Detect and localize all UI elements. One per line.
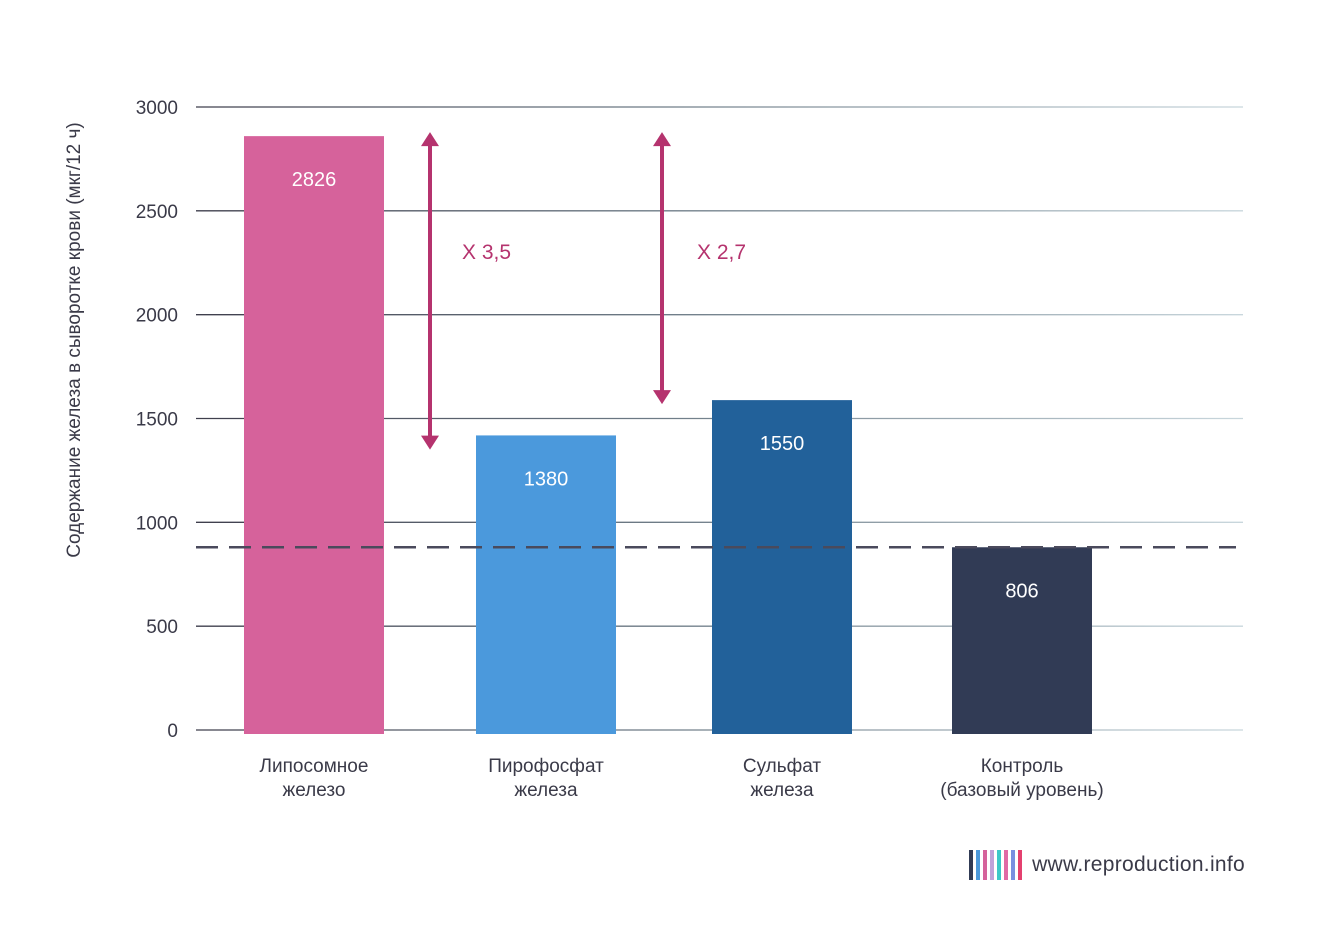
x-tick-label: железа	[514, 780, 578, 801]
y-tick-label: 2500	[136, 202, 178, 223]
footer-url[interactable]: www.reproduction.info	[1032, 853, 1245, 876]
logo-stripe	[969, 850, 974, 880]
footer: www.reproduction.info	[969, 850, 1245, 880]
y-tick-label: 2000	[136, 306, 178, 327]
value-labels: 2826 1380 1550 806	[292, 169, 1039, 602]
bars	[244, 136, 1092, 734]
logo-stripe	[1004, 850, 1009, 880]
y-axis-ticks: 0 500 1000 1500 2000 2500 3000	[136, 98, 178, 742]
bar-value-label: 806	[1005, 580, 1038, 602]
x-tick-label: (базовый уровень)	[940, 780, 1103, 801]
ratio-annotation: X 3,5	[462, 241, 511, 264]
logo-stripe	[983, 850, 988, 880]
y-axis-label: Содержание железа в сыворотке крови (мкг…	[64, 122, 85, 558]
site-logo-icon	[969, 850, 1023, 880]
y-tick-label: 0	[167, 721, 178, 742]
bar-value-label: 2826	[292, 169, 337, 191]
bar-value-label: 1380	[524, 468, 569, 490]
x-tick-label: Липосомное	[260, 756, 369, 777]
x-tick-label: железа	[750, 780, 814, 801]
x-tick-label: железо	[283, 780, 346, 801]
bar-value-label: 1550	[760, 433, 805, 455]
annotations: X 3,5 X 2,7	[421, 132, 746, 450]
logo-stripe	[990, 850, 995, 880]
logo-stripe	[997, 850, 1002, 880]
bar	[244, 136, 384, 734]
bar	[952, 547, 1092, 734]
ratio-annotation: X 2,7	[697, 241, 746, 264]
bar	[712, 400, 852, 734]
logo-stripe	[1018, 850, 1023, 880]
y-tick-label: 500	[146, 617, 178, 638]
y-tick-label: 3000	[136, 98, 178, 119]
bar	[476, 435, 616, 734]
category-labels: Липосомное железо Пирофосфат железа Сульфат ж…	[260, 756, 1104, 801]
logo-stripe	[976, 850, 981, 880]
logo-stripe	[1011, 850, 1016, 880]
x-tick-label: Сульфат	[743, 756, 822, 777]
x-tick-label: Контроль	[981, 756, 1064, 777]
y-tick-label: 1000	[136, 513, 178, 534]
y-tick-label: 1500	[136, 410, 178, 431]
x-tick-label: Пирофосфат	[488, 756, 604, 777]
double-arrow-icon	[421, 132, 439, 450]
double-arrow-icon	[653, 132, 671, 405]
